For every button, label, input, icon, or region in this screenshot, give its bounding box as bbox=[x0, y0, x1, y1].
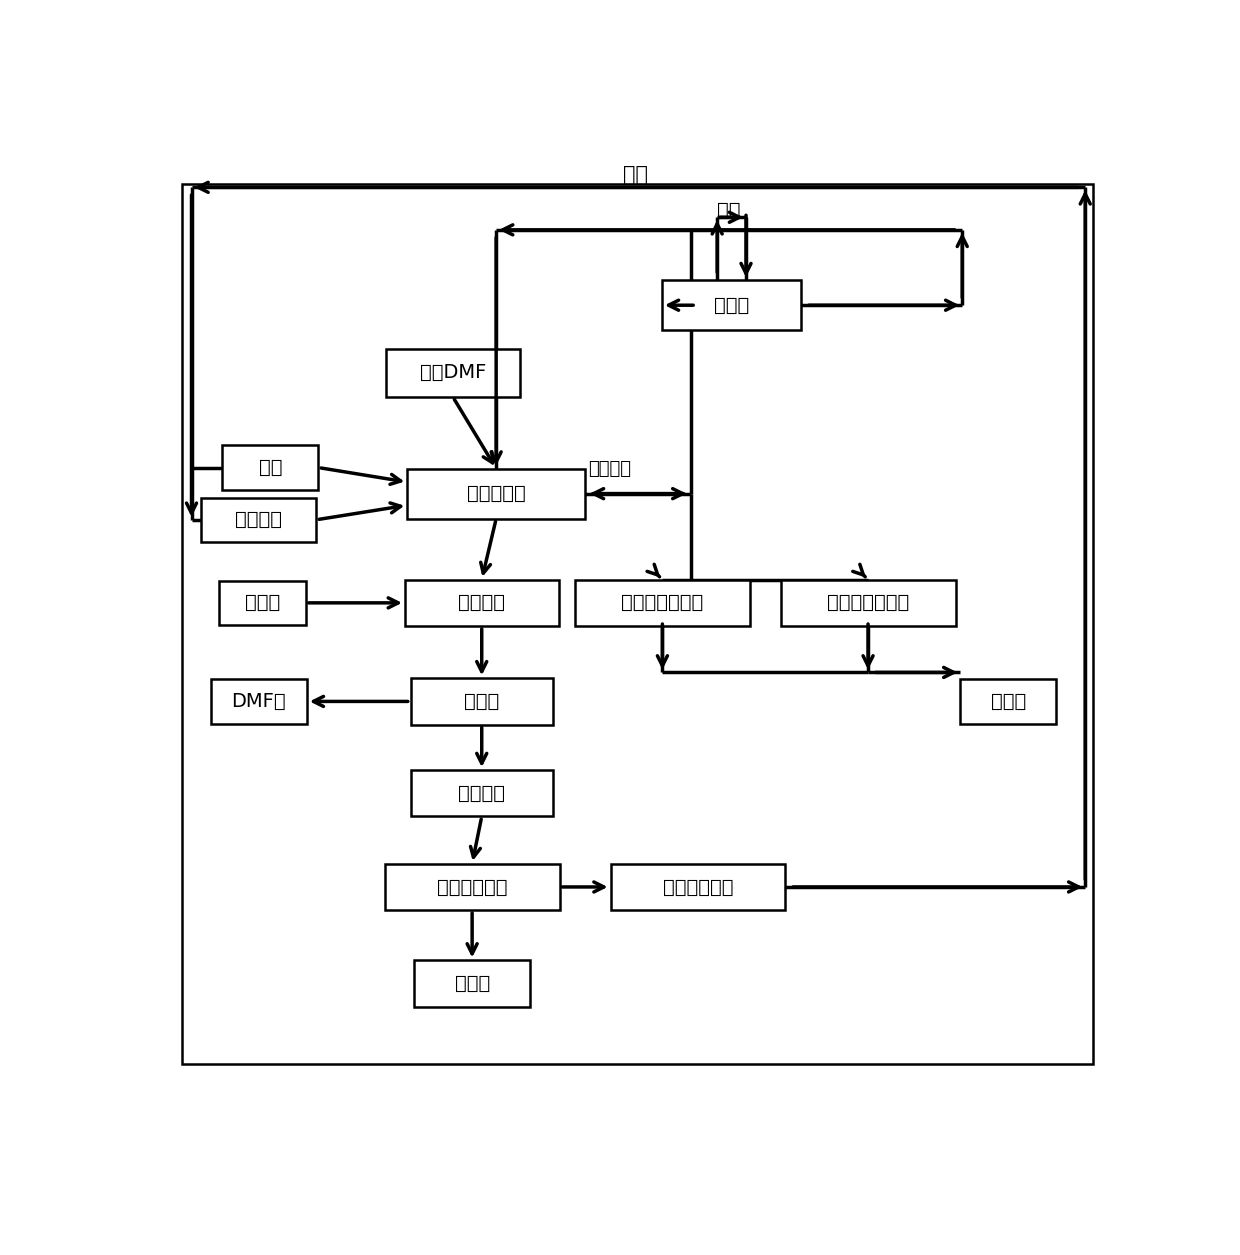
Text: 冷凝器: 冷凝器 bbox=[714, 296, 749, 315]
Text: 蔗糖: 蔗糖 bbox=[259, 458, 281, 477]
FancyBboxPatch shape bbox=[222, 446, 319, 489]
FancyBboxPatch shape bbox=[610, 863, 785, 910]
FancyBboxPatch shape bbox=[211, 679, 306, 724]
FancyBboxPatch shape bbox=[386, 349, 521, 397]
Text: 真空泵: 真空泵 bbox=[991, 692, 1025, 710]
FancyBboxPatch shape bbox=[410, 771, 553, 817]
FancyBboxPatch shape bbox=[960, 679, 1056, 724]
Text: 减压蒸馏: 减压蒸馏 bbox=[588, 461, 631, 478]
FancyBboxPatch shape bbox=[781, 580, 956, 626]
FancyBboxPatch shape bbox=[201, 497, 316, 542]
Text: 有机锡酯: 有机锡酯 bbox=[236, 511, 283, 530]
Text: 套用: 套用 bbox=[718, 201, 742, 220]
Text: 酵化反应釜: 酵化反应釜 bbox=[466, 484, 526, 503]
FancyBboxPatch shape bbox=[575, 580, 750, 626]
Text: 套用: 套用 bbox=[622, 166, 649, 184]
Text: 酵化前期分水槽: 酵化前期分水槽 bbox=[621, 594, 703, 612]
FancyBboxPatch shape bbox=[384, 863, 559, 910]
FancyBboxPatch shape bbox=[219, 581, 306, 625]
FancyBboxPatch shape bbox=[407, 468, 585, 518]
Text: 有机锡乙酸酯: 有机锡乙酸酯 bbox=[662, 877, 733, 896]
Text: DMF相: DMF相 bbox=[232, 692, 286, 710]
Text: 醛　酰: 醛 酰 bbox=[246, 594, 280, 612]
FancyBboxPatch shape bbox=[662, 280, 801, 330]
Text: 乙酰化釜: 乙酰化釜 bbox=[459, 594, 505, 612]
Text: 原料DMF: 原料DMF bbox=[419, 364, 486, 383]
FancyBboxPatch shape bbox=[410, 678, 553, 724]
Text: 萤　取: 萤 取 bbox=[464, 692, 500, 710]
Text: 环己烷回收釜: 环己烷回收釜 bbox=[436, 877, 507, 896]
Text: 环己烷: 环己烷 bbox=[455, 974, 490, 993]
FancyBboxPatch shape bbox=[404, 580, 559, 626]
Text: 酵化后期分水槽: 酵化后期分水槽 bbox=[827, 594, 909, 612]
Text: 环己烷相: 环己烷相 bbox=[459, 783, 505, 803]
FancyBboxPatch shape bbox=[414, 960, 529, 1007]
